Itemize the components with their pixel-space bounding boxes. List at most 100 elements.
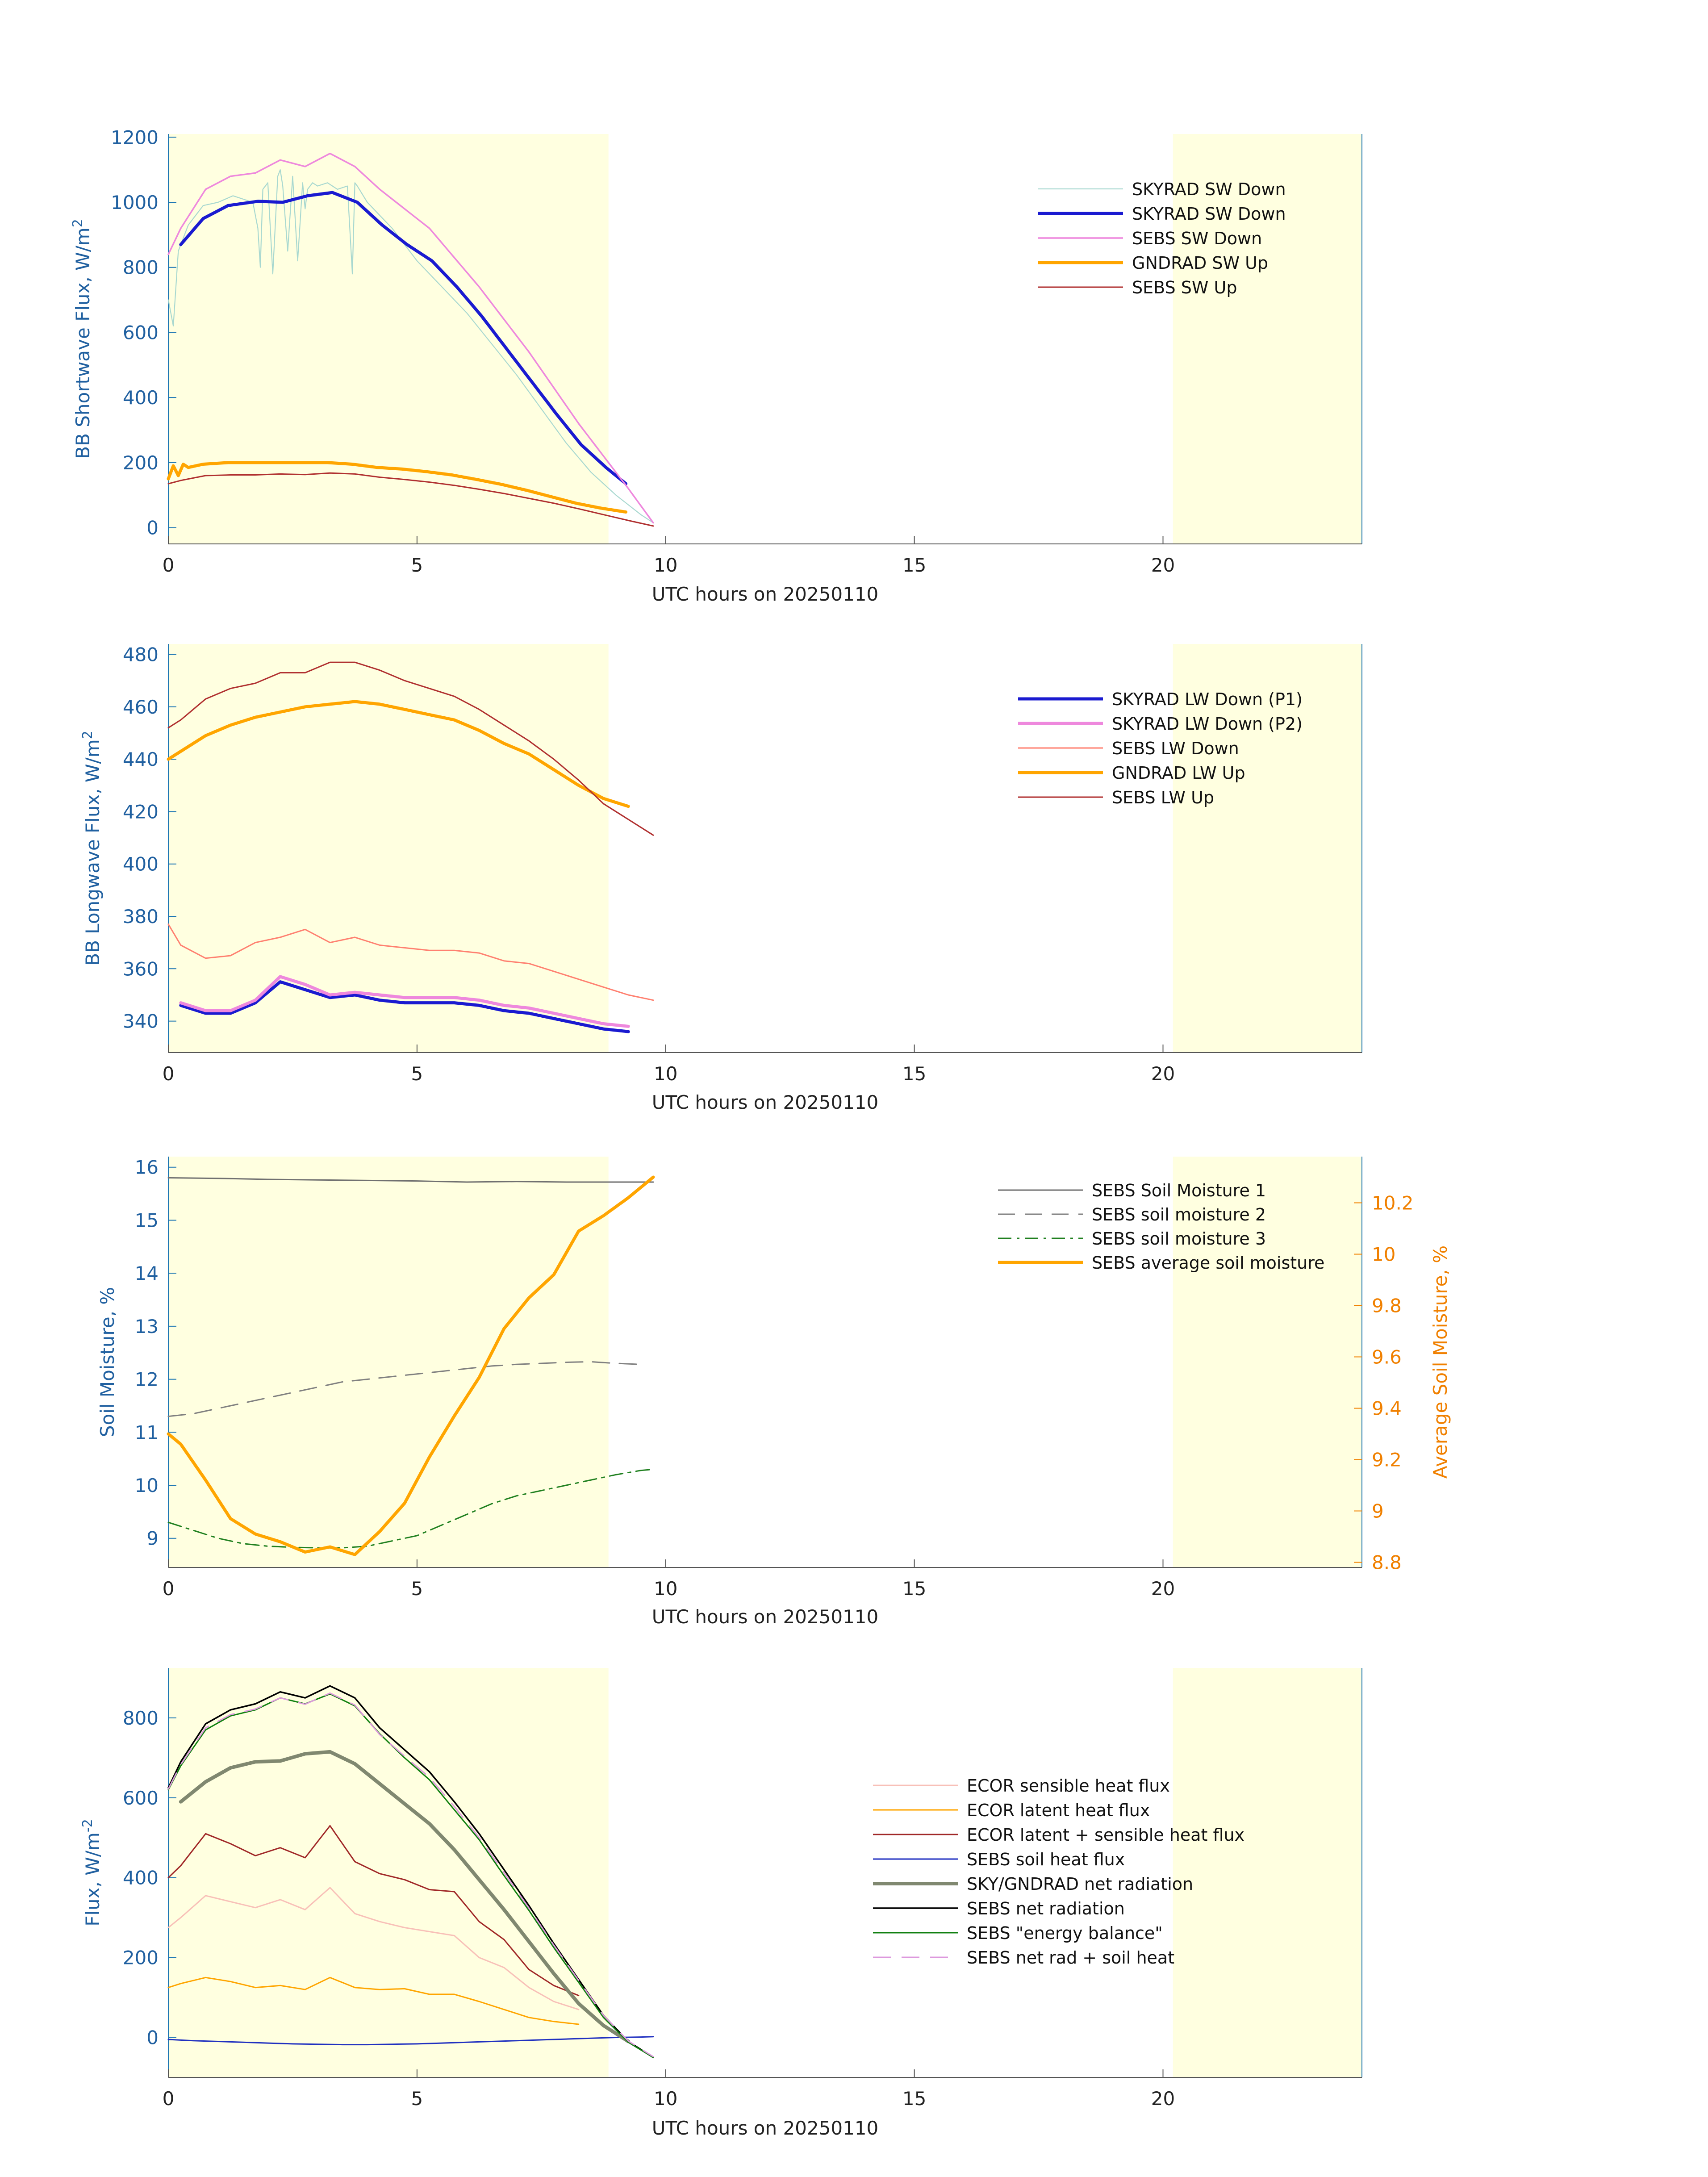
flux-series-3 — [167, 1825, 580, 1997]
soil-y-right-tick-label: 9.8 — [1372, 1295, 1402, 1317]
lw-series-4 — [167, 700, 630, 808]
flux-series-8 — [167, 1692, 654, 2057]
lw-series-3 — [167, 923, 654, 1001]
lw-legend-label: SKYRAD LW Down (P2) — [1112, 714, 1303, 734]
lw-y-label: BB Longwave Flux, W/m2 — [80, 731, 104, 965]
flux-y-tick-label: 400 — [123, 1867, 159, 1889]
sw-y-label: BB Shortwave Flux, W/m2 — [70, 219, 94, 459]
soil-y-right-tick-label: 9.4 — [1372, 1398, 1402, 1420]
flux-y-tick-label: 0 — [146, 2027, 159, 2049]
soil-y-right-tick-label: 10.2 — [1372, 1192, 1414, 1214]
soil-x-label: UTC hours on 20250110 — [652, 1606, 879, 1628]
soil-y-tick-label: 12 — [135, 1369, 159, 1391]
flux-y-tick-label: 200 — [123, 1947, 159, 1969]
lw-legend-label: GNDRAD LW Up — [1112, 763, 1245, 783]
flux-legend-label: SEBS net radiation — [967, 1899, 1125, 1918]
flux-legend-label: SEBS net rad + soil heat — [967, 1948, 1174, 1968]
flux-shade-region — [168, 1668, 609, 2077]
sw-y-tick-label: 400 — [123, 387, 159, 409]
sw-y-tick-label: 800 — [123, 257, 159, 279]
soil-y-right-tick-label: 9.2 — [1372, 1449, 1402, 1471]
soil-legend-label: SEBS soil moisture 3 — [1092, 1229, 1266, 1249]
lw-x-label: UTC hours on 20250110 — [652, 1091, 879, 1113]
soil-x-tick-label: 10 — [654, 1578, 677, 1600]
sw-x-tick-label: 15 — [902, 554, 926, 576]
soil-shade-region — [1173, 1157, 1362, 1567]
lw-legend-label: SKYRAD LW Down (P1) — [1112, 689, 1303, 709]
sw-series-2 — [179, 191, 628, 485]
soil-y-right-tick-label: 10 — [1372, 1244, 1395, 1266]
sw-y-tick-label: 1200 — [111, 126, 159, 148]
lw-y-tick-label: 420 — [123, 801, 159, 823]
sw-x-label: UTC hours on 20250110 — [652, 583, 879, 605]
sw-legend-label: SKYRAD SW Down — [1132, 204, 1286, 224]
lw-shade-region — [168, 644, 609, 1053]
soil-y-tick-label: 9 — [146, 1528, 159, 1550]
sw-series-3 — [167, 152, 654, 524]
lw-series-2 — [179, 975, 630, 1028]
lw-series-5 — [167, 661, 654, 836]
flux-legend-label: SEBS soil heat flux — [967, 1850, 1125, 1869]
lw-y-tick-label: 360 — [123, 958, 159, 980]
soil-x-tick-label: 0 — [163, 1578, 175, 1600]
sw-x-tick-label: 5 — [411, 554, 423, 576]
lw-y-tick-label: 400 — [123, 853, 159, 875]
flux-legend-label: SEBS "energy balance" — [967, 1923, 1163, 1943]
sw-x-tick-label: 20 — [1151, 554, 1175, 576]
soil-x-tick-label: 5 — [411, 1578, 423, 1600]
flux-series-4 — [167, 2036, 654, 2046]
lw-x-tick-label: 5 — [411, 1063, 423, 1085]
lw-x-tick-label: 10 — [654, 1063, 677, 1085]
sw-legend-label: GNDRAD SW Up — [1132, 253, 1268, 273]
sw-y-tick-label: 600 — [123, 322, 159, 343]
soil-series-2 — [167, 1361, 642, 1417]
sw-x-tick-label: 0 — [163, 554, 175, 576]
flux-y-tick-label: 600 — [123, 1787, 159, 1809]
lw-x-tick-label: 0 — [163, 1063, 175, 1085]
lw-legend-label: SEBS LW Up — [1112, 788, 1214, 807]
soil-series-4 — [167, 1175, 655, 1556]
lw-legend-label: SEBS LW Down — [1112, 739, 1239, 758]
sw-y-tick-label: 0 — [146, 517, 159, 539]
soil-x-tick-label: 20 — [1151, 1578, 1175, 1600]
lw-series-1 — [179, 980, 630, 1033]
soil-y-tick-label: 16 — [135, 1157, 159, 1178]
lw-x-tick-label: 15 — [902, 1063, 926, 1085]
soil-y-right-tick-label: 9.6 — [1372, 1346, 1402, 1368]
lw-shade-region — [1173, 644, 1362, 1053]
flux-series-1 — [167, 1887, 580, 2010]
soil-series-3 — [167, 1468, 654, 1549]
flux-series-7 — [167, 1693, 654, 2058]
flux-x-tick-label: 20 — [1151, 2088, 1175, 2110]
sw-x-tick-label: 10 — [654, 554, 677, 576]
sw-series-4 — [167, 461, 628, 514]
soil-y-tick-label: 15 — [135, 1209, 159, 1231]
flux-x-tick-label: 10 — [654, 2088, 677, 2110]
sw-legend-label: SEBS SW Down — [1132, 229, 1262, 248]
lw-y-tick-label: 460 — [123, 696, 159, 718]
flux-series-5 — [179, 1750, 631, 2043]
soil-legend-label: SEBS soil moisture 2 — [1092, 1205, 1266, 1224]
flux-y-label: Flux, W/m-2 — [80, 1819, 104, 1926]
lw-y-tick-label: 440 — [123, 748, 159, 770]
flux-legend-label: ECOR sensible heat flux — [967, 1776, 1170, 1796]
soil-y-right-tick-label: 9 — [1372, 1500, 1384, 1522]
flux-x-tick-label: 15 — [902, 2088, 926, 2110]
sw-y-tick-label: 200 — [123, 452, 159, 474]
soil-y-tick-label: 11 — [135, 1421, 159, 1443]
flux-legend-label: SKY/GNDRAD net radiation — [967, 1874, 1193, 1894]
soil-series-1 — [167, 1177, 654, 1183]
sw-legend-label: SEBS SW Up — [1132, 278, 1237, 297]
flux-legend-label: ECOR latent + sensible heat flux — [967, 1825, 1244, 1845]
sw-legend-label: SKYRAD SW Down — [1132, 180, 1286, 199]
lw-y-tick-label: 340 — [123, 1011, 159, 1032]
soil-shade-region — [168, 1157, 609, 1567]
flux-x-tick-label: 0 — [163, 2088, 175, 2110]
flux-x-tick-label: 5 — [411, 2088, 423, 2110]
flux-y-tick-label: 800 — [123, 1707, 159, 1729]
lw-x-tick-label: 20 — [1151, 1063, 1175, 1085]
flux-legend-label: ECOR latent heat flux — [967, 1801, 1150, 1820]
soil-legend-label: SEBS average soil moisture — [1092, 1253, 1324, 1273]
flux-series-2 — [167, 1976, 580, 2025]
